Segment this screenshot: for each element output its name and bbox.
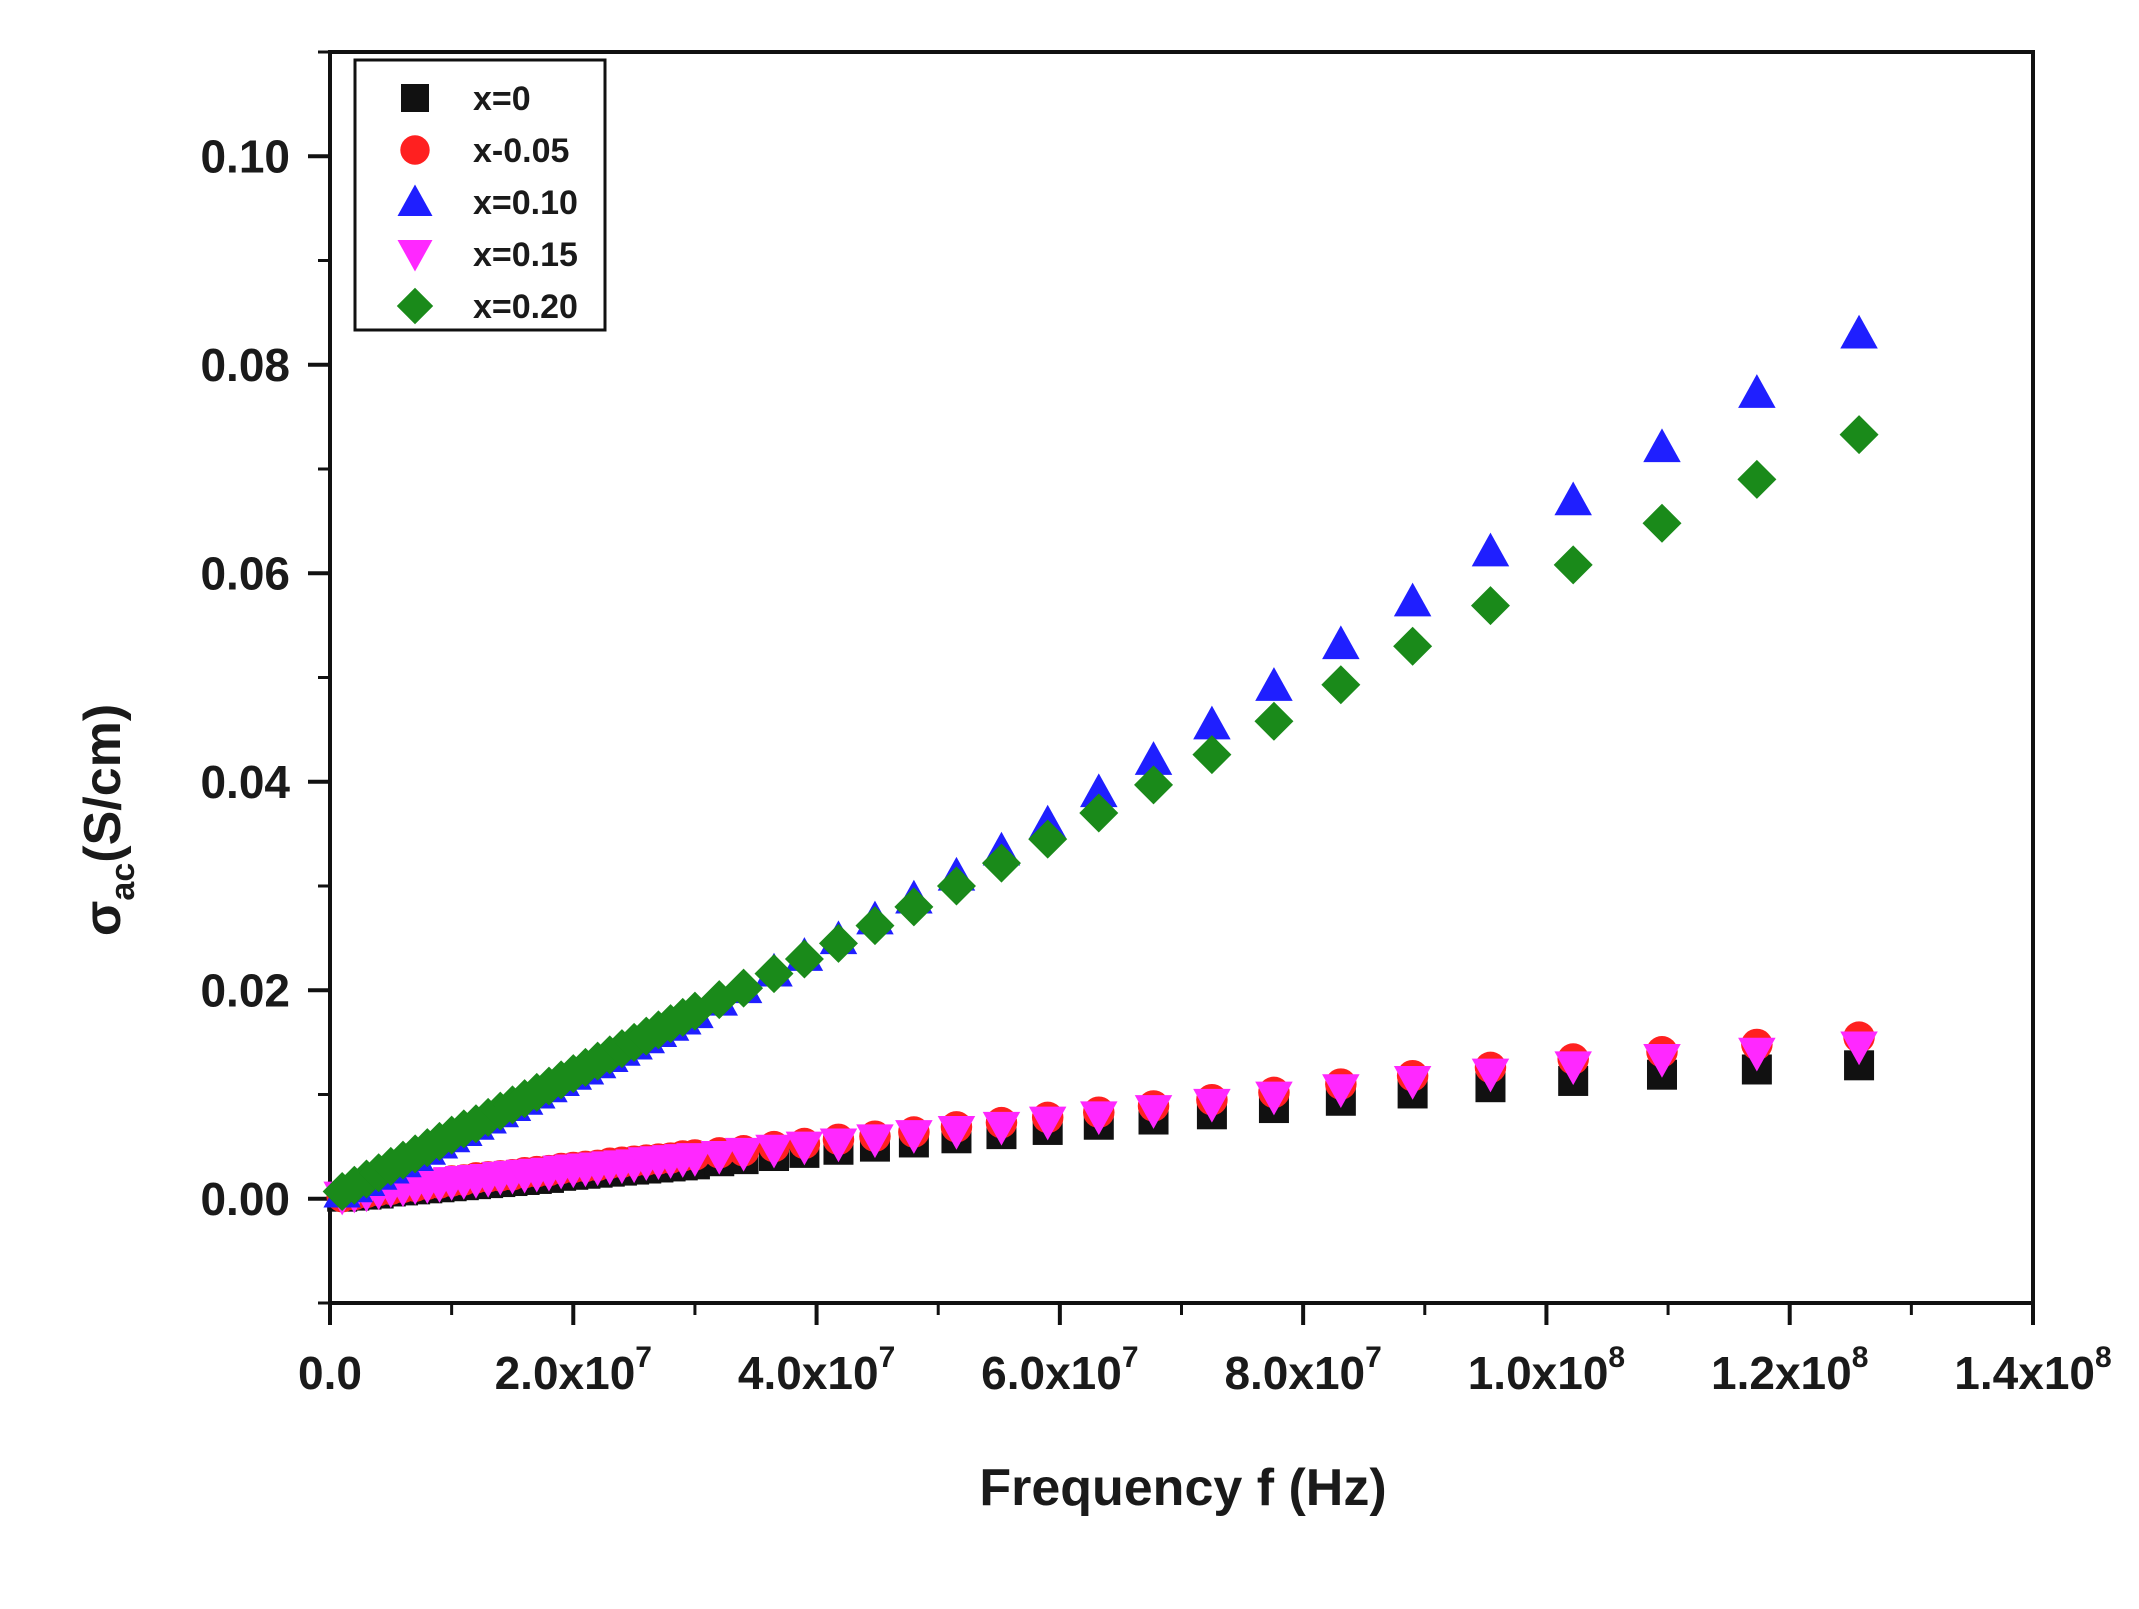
data-point [755, 1134, 793, 1169]
data-point [1193, 705, 1231, 740]
data-point [855, 906, 895, 946]
data-point [1321, 665, 1361, 705]
x-tick-label: 0.0 [298, 1347, 362, 1399]
y-axis-symbol: σ [74, 901, 132, 937]
y-tick-label: 0.08 [200, 339, 290, 391]
x-tick-label: 8.0x107 [1224, 1341, 1381, 1399]
data-point [1134, 1095, 1173, 1129]
data-point [894, 887, 934, 927]
data-point [1028, 819, 1068, 859]
data-point [1471, 1058, 1510, 1093]
data-point [1643, 428, 1681, 463]
legend-entry: x=0.10 [397, 184, 578, 222]
data-point [895, 1120, 933, 1154]
x-tick-label: 6.0x107 [981, 1341, 1138, 1399]
data-point [856, 1124, 894, 1159]
y-tick-label: 0.10 [200, 130, 290, 182]
data-point [982, 1111, 1021, 1146]
legend-marker [397, 184, 433, 216]
y-tick-label: 0.06 [200, 547, 290, 599]
data-point [1079, 793, 1119, 833]
data-point [1080, 773, 1118, 808]
legend-entry: x=0.15 [397, 236, 578, 274]
legend-entry: x=0.20 [396, 287, 578, 326]
y-axis-title: σac(S/cm) [74, 704, 142, 936]
data-point [937, 1115, 976, 1150]
legend-label: x-0.05 [473, 132, 569, 170]
data-point [819, 1128, 858, 1163]
data-point [676, 1143, 714, 1177]
data-point [1255, 667, 1293, 701]
data-point [1554, 481, 1592, 516]
y-tick-label: 0.02 [200, 964, 290, 1016]
data-point [1322, 1074, 1360, 1109]
data-point [981, 843, 1021, 883]
data-point [1737, 459, 1777, 499]
data-point [1738, 374, 1776, 408]
x-axis-title: Frequency f (Hz) [979, 1459, 1386, 1517]
data-point [1471, 532, 1510, 567]
y-tick-label: 0.00 [200, 1173, 290, 1225]
data-point [1255, 1081, 1293, 1116]
data-point [1134, 765, 1174, 805]
legend-label: x=0.20 [473, 288, 578, 326]
data-point [1554, 1051, 1592, 1086]
data-point [1839, 415, 1879, 455]
x-tick-label: 4.0x107 [738, 1341, 895, 1399]
data-point [784, 939, 824, 979]
x-tick-label: 2.0x107 [495, 1341, 652, 1399]
data-point [1738, 1037, 1776, 1072]
data-point [1393, 626, 1433, 666]
data-point [1553, 545, 1593, 585]
data-point [1254, 701, 1294, 741]
data-point [1393, 582, 1432, 617]
y-axis-unit: (S/cm) [74, 704, 132, 863]
legend-entry: x-0.05 [400, 132, 569, 170]
data-point [700, 1141, 739, 1175]
data-point [1080, 1101, 1118, 1136]
legend-label: x=0.15 [473, 236, 578, 274]
data-point [1840, 1031, 1878, 1066]
x-tick-label: 1.0x108 [1468, 1341, 1625, 1399]
data-point [936, 866, 976, 906]
x-tick-label: 1.2x108 [1711, 1341, 1868, 1399]
legend-entry: x=0 [401, 80, 531, 118]
legend-marker [401, 84, 429, 112]
data-point [1193, 1088, 1231, 1123]
data-point [1642, 503, 1682, 543]
data-point [1470, 586, 1510, 626]
data-point [724, 968, 764, 1008]
data-point [1192, 735, 1232, 775]
y-axis-subscript: ac [104, 863, 142, 901]
y-tick-label: 0.04 [200, 756, 290, 808]
data-point [1028, 1106, 1067, 1141]
legend-box [353, 58, 607, 332]
legend-marker [396, 287, 434, 325]
data-point [1322, 625, 1360, 660]
series-x=0.20 [322, 415, 1879, 1211]
data-point [754, 954, 794, 994]
data-point [785, 1131, 824, 1166]
legend-marker [400, 135, 430, 165]
data-point [724, 1137, 763, 1172]
data-point [818, 923, 858, 963]
legend-label: x=0.10 [473, 184, 578, 222]
data-point [1840, 314, 1878, 349]
data-point [1643, 1044, 1681, 1078]
legend-marker [397, 240, 433, 272]
legend-label: x=0 [473, 80, 531, 118]
data-point [1134, 741, 1173, 775]
data-point [1393, 1065, 1432, 1100]
x-tick-label: 1.4x108 [1954, 1341, 2111, 1399]
